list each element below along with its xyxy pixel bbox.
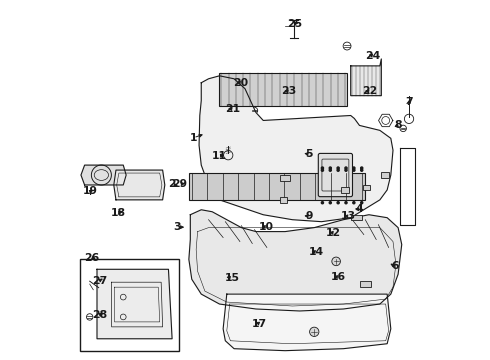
Circle shape [361, 167, 363, 169]
Polygon shape [189, 173, 365, 200]
Polygon shape [223, 294, 391, 351]
Circle shape [310, 327, 319, 337]
Circle shape [361, 169, 363, 171]
Bar [280, 175, 290, 181]
Text: 23: 23 [281, 86, 296, 96]
Circle shape [332, 257, 341, 266]
Circle shape [345, 169, 347, 171]
Text: 6: 6 [391, 261, 399, 271]
Text: 17: 17 [252, 319, 267, 329]
Text: 14: 14 [309, 247, 324, 257]
Text: 1: 1 [190, 133, 197, 143]
Bar [341, 187, 349, 193]
Circle shape [329, 202, 331, 204]
Bar [360, 281, 370, 287]
Text: 13: 13 [341, 211, 356, 221]
Circle shape [345, 202, 347, 204]
Text: 27: 27 [92, 276, 107, 286]
Circle shape [329, 169, 331, 171]
Polygon shape [97, 269, 172, 339]
Polygon shape [81, 165, 126, 185]
Text: 25: 25 [287, 18, 302, 28]
Circle shape [353, 169, 355, 171]
Circle shape [345, 167, 347, 169]
Polygon shape [220, 73, 347, 105]
Text: 28: 28 [92, 310, 107, 320]
FancyBboxPatch shape [318, 153, 352, 197]
Circle shape [337, 202, 339, 204]
Polygon shape [114, 170, 165, 200]
Circle shape [321, 202, 323, 204]
Text: 3: 3 [173, 222, 181, 232]
Polygon shape [351, 59, 381, 96]
Text: 18: 18 [111, 208, 126, 218]
Text: 12: 12 [326, 228, 341, 238]
Text: 22: 22 [362, 86, 377, 96]
Bar [79, 260, 179, 351]
Circle shape [329, 167, 331, 169]
Text: 24: 24 [365, 51, 381, 61]
Bar [381, 172, 389, 178]
Text: 16: 16 [331, 272, 346, 282]
Text: 21: 21 [225, 104, 240, 114]
Text: 7: 7 [406, 97, 413, 107]
Text: 5: 5 [306, 149, 313, 159]
Text: 8: 8 [395, 120, 402, 130]
Circle shape [353, 202, 355, 204]
Text: 20: 20 [233, 78, 248, 88]
Circle shape [321, 167, 323, 169]
Text: 9: 9 [306, 211, 313, 221]
Circle shape [353, 167, 355, 169]
Text: 19: 19 [83, 186, 98, 197]
Text: 15: 15 [225, 273, 240, 283]
Bar [363, 185, 370, 190]
Text: 11: 11 [212, 151, 227, 161]
Circle shape [337, 169, 339, 171]
Circle shape [337, 167, 339, 169]
Text: 29: 29 [172, 179, 188, 189]
Circle shape [321, 169, 323, 171]
Circle shape [361, 202, 363, 204]
Text: 2: 2 [168, 179, 175, 189]
Text: 26: 26 [84, 253, 100, 263]
Polygon shape [199, 76, 393, 222]
Text: 10: 10 [259, 222, 274, 232]
Bar [280, 197, 287, 203]
Text: 4: 4 [356, 204, 363, 214]
Bar [351, 215, 362, 220]
Polygon shape [189, 210, 402, 311]
